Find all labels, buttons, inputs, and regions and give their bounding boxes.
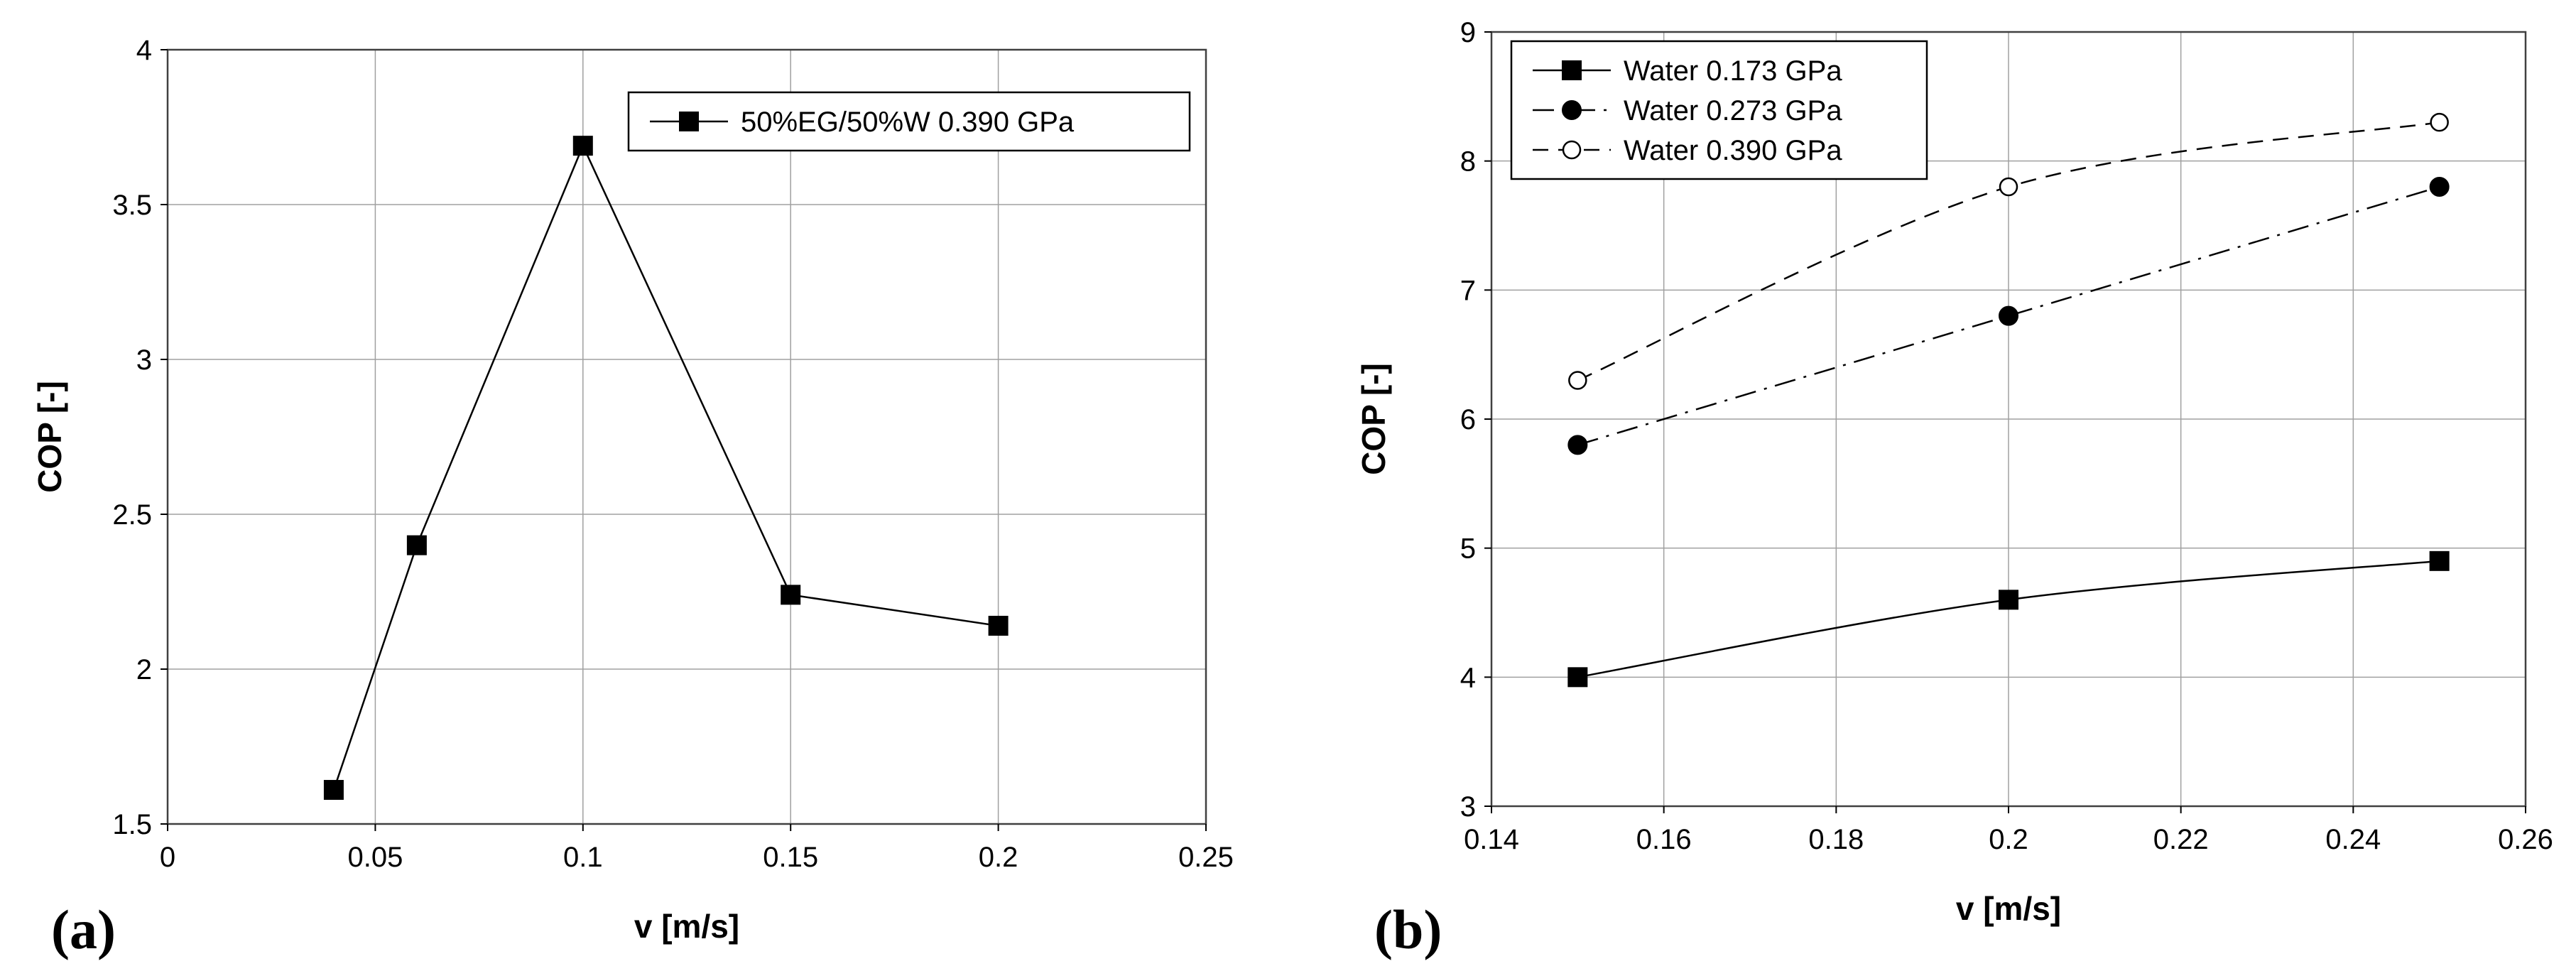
x-tick-label: 0.15 [763, 842, 818, 873]
x-tick-label: 0.2 [1989, 824, 2028, 855]
y-tick-label: 7 [1460, 275, 1476, 306]
plot-frame [166, 48, 1207, 825]
data-point [1568, 371, 1587, 390]
y-tick-label: 8 [1460, 146, 1476, 178]
x-axis-title: v [m/s] [634, 908, 739, 945]
y-tick-label: 3.5 [112, 190, 152, 221]
y-tick-label: 6 [1460, 404, 1476, 435]
chart-panel-a: 0 0.05 0.1 0.15 0.2 0.25 1.5 2 2.5 3 3.5 4 v [m/s] CO… [31, 35, 1234, 960]
legend-label: Water 0.390 GPa [1624, 135, 1842, 166]
series-line [1577, 185, 2440, 446]
legend-marker [679, 112, 699, 131]
x-tick-label: 0.18 [1808, 824, 1864, 855]
x-tick-label: 0.2 [979, 842, 1018, 873]
y-tick-label: 2 [136, 654, 152, 685]
legend: 50%EG/50%W 0.390 GPa [627, 91, 1191, 152]
legend: Water 0.173 GPa Water 0.273 GPa Water 0.39… [1510, 40, 1928, 180]
data-point [406, 535, 427, 555]
data-point [2430, 112, 2449, 132]
y-tick-label: 4 [136, 35, 152, 66]
data-point [1567, 667, 1588, 688]
x-tick-label: 0.14 [1464, 824, 1519, 855]
y-tick-label: 5 [1460, 533, 1476, 565]
x-tick-label: 0.22 [2153, 824, 2209, 855]
panel-label: (a) [51, 899, 116, 960]
plot-area [168, 50, 1206, 824]
grid [168, 50, 1206, 824]
x-tick-label: 0.26 [2498, 824, 2553, 855]
legend-label: Water 0.273 GPa [1624, 95, 1842, 126]
legend-label: Water 0.173 GPa [1624, 55, 1842, 87]
data-point [988, 615, 1009, 636]
y-tick-label: 1.5 [112, 809, 152, 840]
legend-label: 50%EG/50%W 0.390 GPa [741, 107, 1075, 138]
data-point [572, 136, 593, 156]
x-tick-label: 0.24 [2325, 824, 2381, 855]
y-tick-label: 3 [1460, 791, 1476, 823]
data-point [1999, 177, 2018, 197]
data-point [1999, 305, 2018, 326]
chart-panel-b: 0.14 0.16 0.18 0.2 0.22 0.24 0.26 3 4 5 6 7 8 9 v [m/s… [1355, 17, 2553, 960]
series-2 [1567, 177, 2450, 455]
legend-marker [1562, 140, 1582, 160]
x-axis-title: v [m/s] [1956, 890, 2061, 927]
legend-marker [1562, 100, 1582, 120]
y-tick-label: 3 [136, 345, 152, 376]
data-point [1999, 590, 2018, 610]
x-tick-label: 0.1 [563, 842, 603, 873]
data-point [1567, 435, 1588, 455]
legend-marker [1562, 60, 1582, 80]
series-3 [1568, 112, 2449, 390]
data-point [2429, 177, 2450, 197]
data-point [2429, 550, 2450, 571]
y-axis-title: COP [-] [31, 381, 68, 493]
x-tick-label: 0.16 [1636, 824, 1692, 855]
data-point [781, 585, 801, 605]
y-axis-title: COP [-] [1355, 363, 1392, 475]
y-tick-label: 9 [1460, 17, 1476, 48]
series-1 [323, 136, 1009, 801]
y-tick-label: 2.5 [112, 499, 152, 531]
y-tick-label: 4 [1460, 662, 1476, 693]
x-tick-label: 0.05 [347, 842, 403, 873]
series-1 [1567, 550, 2450, 688]
x-tick-label: 0.25 [1178, 842, 1234, 873]
data-point [323, 780, 344, 801]
panel-label: (b) [1374, 899, 1442, 960]
x-tick-label: 0 [160, 842, 175, 873]
